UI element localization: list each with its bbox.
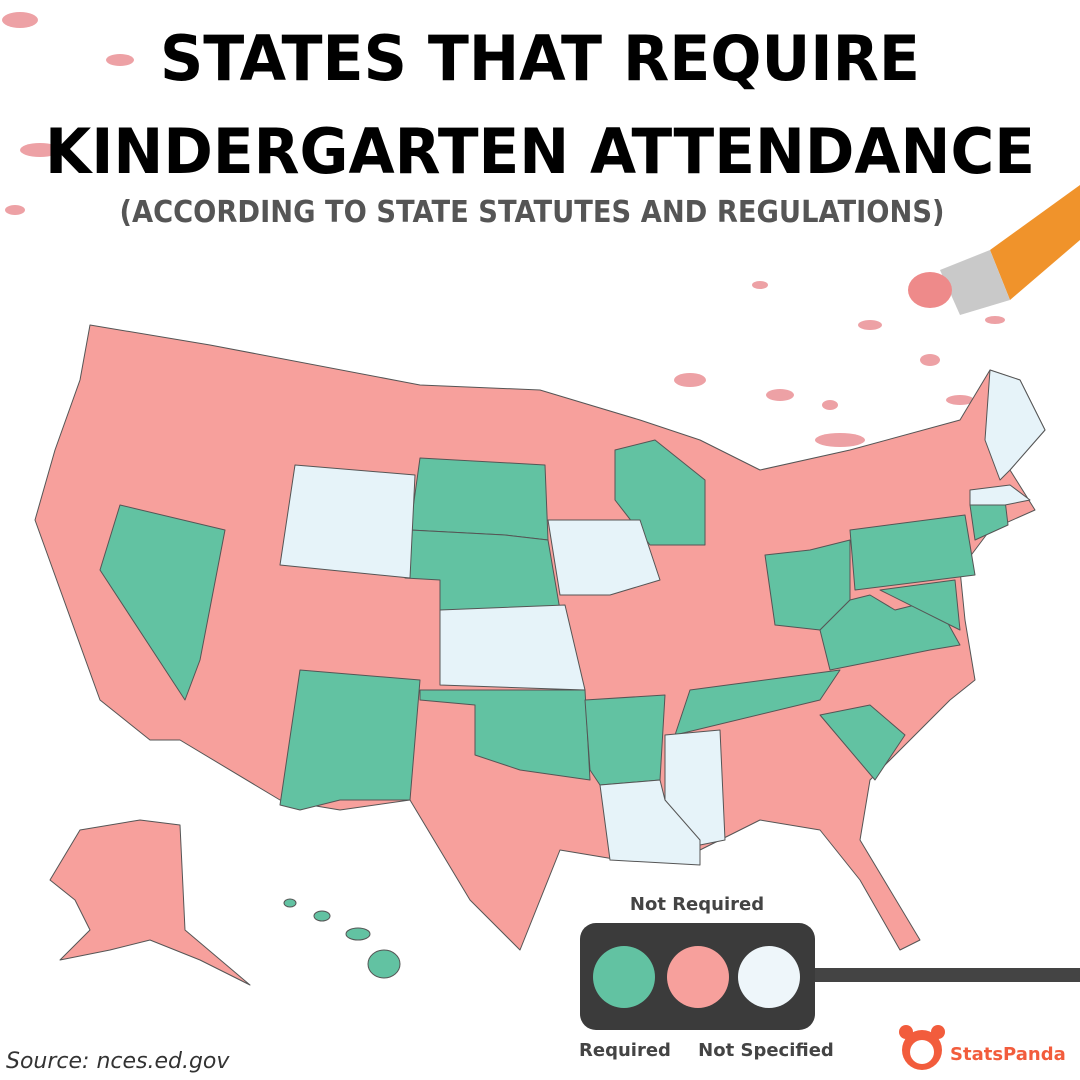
legend-swatch xyxy=(738,946,800,1008)
source: Source: nces.ed.gov xyxy=(6,1049,230,1074)
legend-label: Not Specified xyxy=(698,1040,834,1061)
us-map xyxy=(34,324,1046,986)
legend-swatch xyxy=(667,946,729,1008)
legend-label: Not Required xyxy=(630,894,764,915)
legend-label: Required xyxy=(579,1040,671,1061)
legend-swatch xyxy=(593,946,655,1008)
legend: Not Required Required Not Specified xyxy=(579,894,1080,1061)
pencil xyxy=(908,185,1080,315)
subtitle: (ACCORDING TO STATE STATUTES AND REGULAT… xyxy=(120,195,945,230)
title-line: KINDERGARTEN ATTENDANCE xyxy=(45,115,1035,188)
brand-logo: StatsPanda xyxy=(899,1025,1066,1070)
brand: StatsPanda xyxy=(950,1044,1066,1065)
title-line: STATES THAT REQUIRE xyxy=(160,22,920,95)
